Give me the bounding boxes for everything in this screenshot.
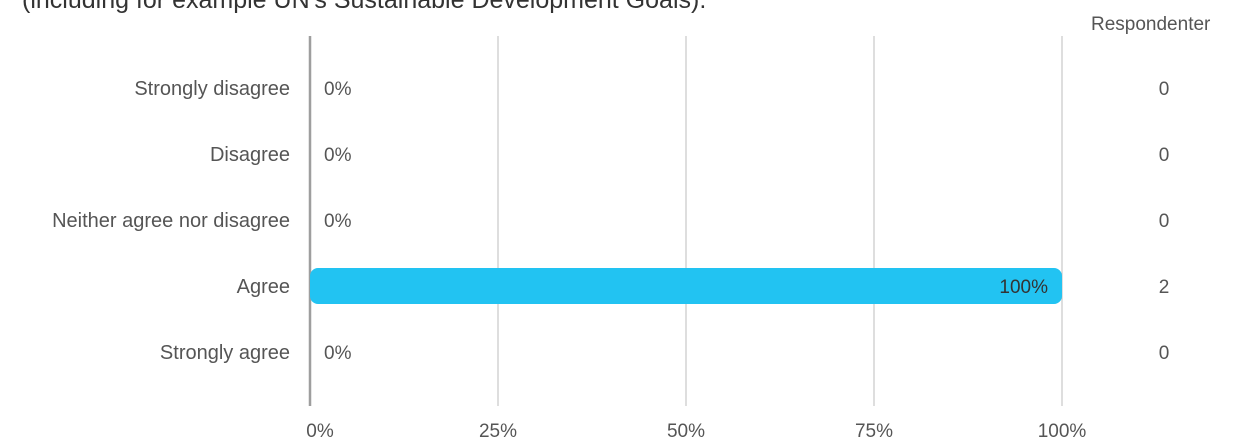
x-tick-label: 50% — [667, 421, 705, 442]
category-label: Neither agree nor disagree — [52, 210, 290, 232]
category-label: Disagree — [210, 144, 290, 166]
respondent-count: 0 — [1159, 145, 1170, 166]
x-tick-label: 100% — [1038, 421, 1087, 442]
x-tick-label: 25% — [479, 421, 517, 442]
bar-value-label: 0% — [324, 145, 352, 166]
x-tick-label: 0% — [306, 421, 334, 442]
bar-value-label: 100% — [999, 277, 1048, 298]
x-tick-label: 75% — [855, 421, 893, 442]
bar-value-label: 0% — [324, 211, 352, 232]
category-label: Strongly agree — [160, 342, 290, 364]
category-label: Agree — [237, 276, 290, 298]
category-label: Strongly disagree — [134, 78, 290, 100]
bar-value-label: 0% — [324, 79, 352, 100]
respondent-count: 0 — [1159, 79, 1170, 100]
respondent-count: 0 — [1159, 211, 1170, 232]
chart-title: (including for example UN's Sustainable … — [22, 0, 707, 14]
bar-value-label: 0% — [324, 343, 352, 364]
bar — [310, 268, 1062, 304]
respondents-header: Respondenter — [1091, 14, 1211, 35]
respondent-count: 2 — [1159, 277, 1170, 298]
respondent-count: 0 — [1159, 343, 1170, 364]
